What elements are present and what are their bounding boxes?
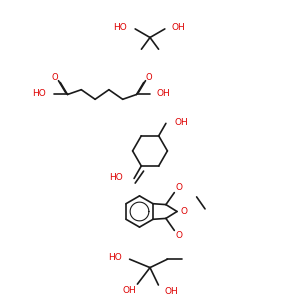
Text: O: O bbox=[175, 183, 182, 192]
Text: HO: HO bbox=[32, 89, 46, 98]
Text: O: O bbox=[181, 207, 188, 216]
Text: OH: OH bbox=[174, 118, 188, 127]
Text: OH: OH bbox=[157, 89, 170, 98]
Text: OH: OH bbox=[122, 286, 136, 295]
Text: HO: HO bbox=[108, 254, 122, 262]
Text: OH: OH bbox=[164, 286, 178, 296]
Text: O: O bbox=[52, 73, 58, 82]
Text: OH: OH bbox=[171, 23, 185, 32]
Text: O: O bbox=[146, 73, 152, 82]
Text: HO: HO bbox=[113, 23, 127, 32]
Text: HO: HO bbox=[109, 173, 123, 182]
Text: O: O bbox=[175, 231, 182, 240]
